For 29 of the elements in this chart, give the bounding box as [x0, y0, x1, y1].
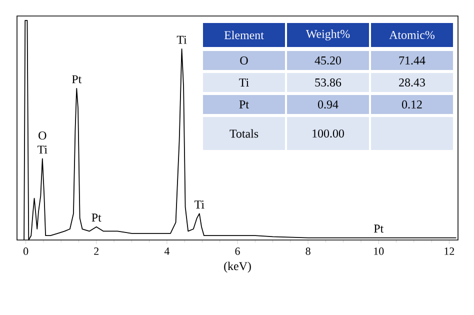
x-tick-label: 8: [306, 248, 310, 255]
annotation: O: [240, 56, 248, 65]
annotation: Ti: [38, 146, 48, 154]
annotation: Atomic%: [389, 30, 435, 40]
annotation: 100.00: [312, 129, 344, 138]
annotation: Pt: [239, 100, 249, 108]
annotation: 45.20: [314, 56, 341, 65]
x-tick-label: 10: [374, 248, 384, 255]
x-tick-label: 2: [94, 248, 99, 255]
annotation: Pt: [374, 224, 384, 233]
annotation: 28.43: [399, 78, 425, 87]
annotation: 0.12: [402, 100, 422, 109]
x-tick-label: 0: [24, 248, 28, 255]
x-tick-label: 4: [164, 248, 170, 255]
x-tick-label: 12: [444, 248, 454, 255]
annotation: 71.44: [399, 56, 426, 65]
annotation: Ti: [176, 36, 187, 44]
annotation: Ti: [239, 78, 249, 86]
annotation: O: [38, 132, 46, 140]
annotation: 0.94: [318, 100, 338, 109]
annotation: 53.86: [315, 78, 342, 87]
annotation: Ti: [194, 200, 204, 208]
annotation: Weight%: [306, 30, 350, 40]
annotation: Pt: [92, 214, 102, 222]
annotation: Totals: [230, 129, 258, 138]
x-tick-label: 6: [235, 248, 240, 255]
x-axis-title: (keV): [224, 262, 251, 273]
annotation: Element: [224, 30, 264, 40]
annotation: Pt: [72, 75, 82, 84]
